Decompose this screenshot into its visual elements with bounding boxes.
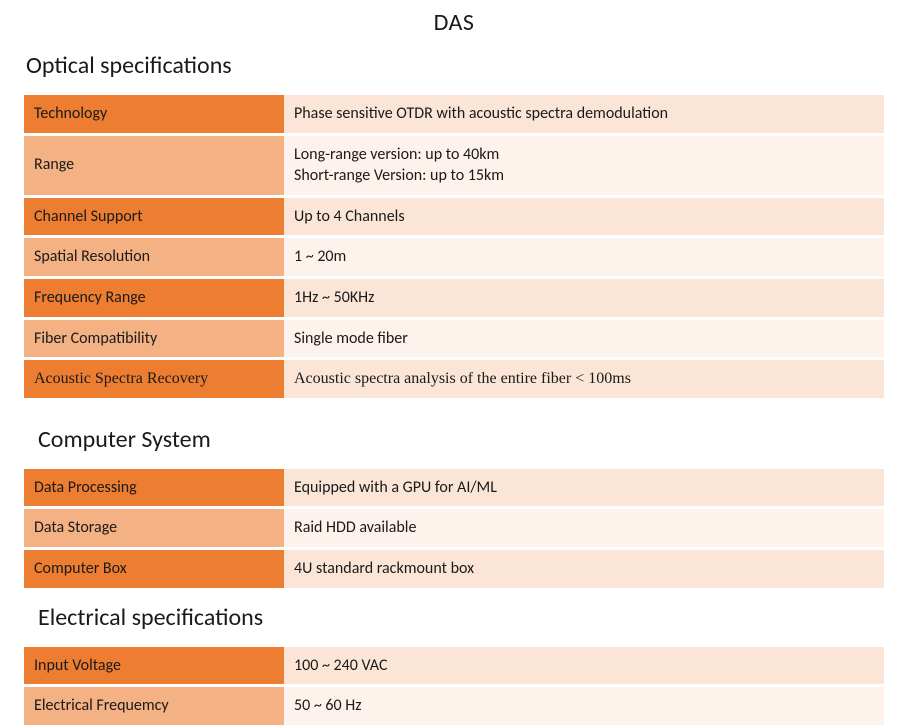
- section-title-electrical: Electrical specifications: [38, 603, 884, 632]
- table-row: Data Storage Raid HDD available: [24, 509, 884, 547]
- spec-value: 100 ~ 240 VAC: [284, 647, 884, 685]
- spec-value: Single mode fiber: [284, 320, 884, 358]
- spec-value: 1 ~ 20m: [284, 238, 884, 276]
- electrical-spec-table: Input Voltage 100 ~ 240 VAC Electrical F…: [24, 644, 884, 728]
- spec-value: 4U standard rackmount box: [284, 550, 884, 588]
- spec-label: Technology: [24, 95, 284, 133]
- spec-label: Data Processing: [24, 469, 284, 507]
- table-row: Range Long-range version: up to 40km Sho…: [24, 136, 884, 195]
- spec-value: 1Hz ~ 50KHz: [284, 279, 884, 317]
- table-row: Data Processing Equipped with a GPU for …: [24, 469, 884, 507]
- table-row: Spatial Resolution 1 ~ 20m: [24, 238, 884, 276]
- table-row: Electrical Frequemcy 50 ~ 60 Hz: [24, 687, 884, 725]
- table-row: Acoustic Spectra Recovery Acoustic spect…: [24, 360, 884, 398]
- spec-label: Frequency Range: [24, 279, 284, 317]
- spec-label: Spatial Resolution: [24, 238, 284, 276]
- spec-value: Equipped with a GPU for AI/ML: [284, 469, 884, 507]
- table-row: Frequency Range 1Hz ~ 50KHz: [24, 279, 884, 317]
- table-row: Channel Support Up to 4 Channels: [24, 198, 884, 236]
- spec-value: Phase sensitive OTDR with acoustic spect…: [284, 95, 884, 133]
- spec-value: Long-range version: up to 40km Short-ran…: [284, 136, 884, 195]
- spec-label: Fiber Compatibility: [24, 320, 284, 358]
- section-title-optical: Optical specifications: [26, 51, 884, 80]
- page-title: DAS: [24, 8, 884, 37]
- spec-label: Range: [24, 136, 284, 195]
- spec-value: Raid HDD available: [284, 509, 884, 547]
- optical-spec-table: Technology Phase sensitive OTDR with aco…: [24, 92, 884, 401]
- spec-label: Data Storage: [24, 509, 284, 547]
- spec-label: Input Voltage: [24, 647, 284, 685]
- spec-value: Acoustic spectra analysis of the entire …: [284, 360, 884, 398]
- table-row: Input Voltage 100 ~ 240 VAC: [24, 647, 884, 685]
- section-title-computer: Computer System: [38, 425, 884, 454]
- spec-value: 50 ~ 60 Hz: [284, 687, 884, 725]
- table-row: Computer Box 4U standard rackmount box: [24, 550, 884, 588]
- spec-value: Up to 4 Channels: [284, 198, 884, 236]
- table-row: Technology Phase sensitive OTDR with aco…: [24, 95, 884, 133]
- spec-label: Electrical Frequemcy: [24, 687, 284, 725]
- spec-label: Channel Support: [24, 198, 284, 236]
- spec-label: Computer Box: [24, 550, 284, 588]
- computer-spec-table: Data Processing Equipped with a GPU for …: [24, 466, 884, 591]
- spec-label: Acoustic Spectra Recovery: [24, 360, 284, 398]
- table-row: Fiber Compatibility Single mode fiber: [24, 320, 884, 358]
